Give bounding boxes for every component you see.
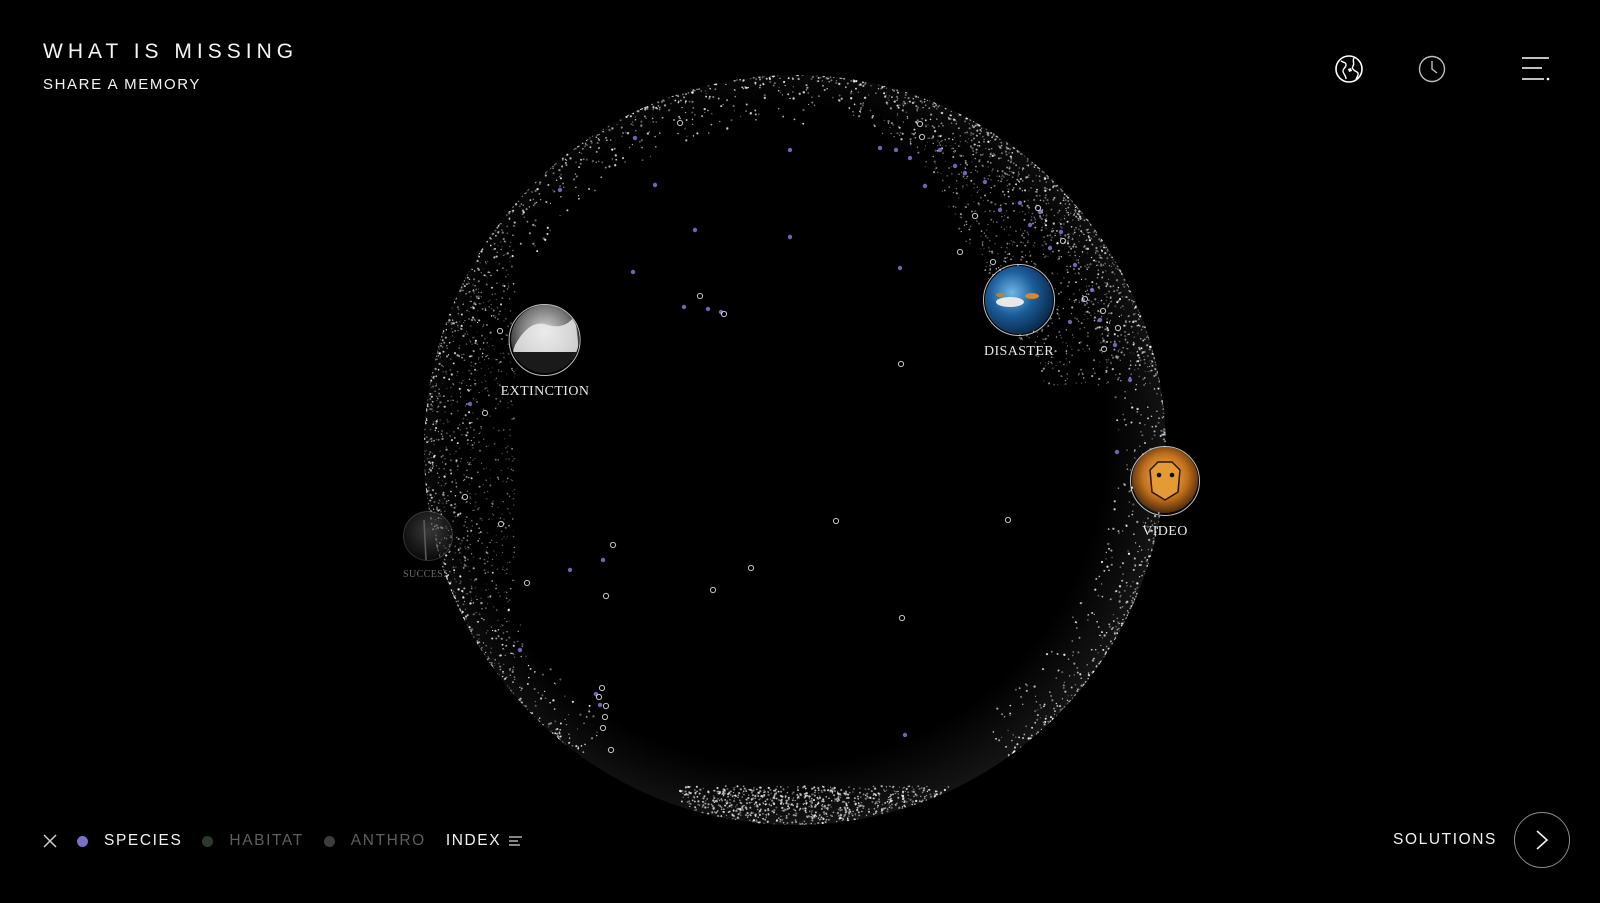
next-button[interactable] xyxy=(1514,812,1570,868)
filter-label: ANTHRO xyxy=(350,832,426,849)
filter-anthro[interactable]: ANTHRO xyxy=(323,832,426,850)
species-dot xyxy=(77,835,88,847)
hotspot-ring xyxy=(983,264,1055,336)
site-title[interactable]: WHAT IS MISSING xyxy=(43,40,299,63)
land-stipple xyxy=(424,75,1166,825)
filter-label: HABITAT xyxy=(229,832,304,849)
hotspot-disaster[interactable]: DISASTER xyxy=(983,264,1055,360)
globe-icon[interactable] xyxy=(1334,54,1364,89)
filter-species[interactable]: SPECIES xyxy=(77,832,182,850)
filter-bar: SPECIES HABITAT ANTHRO INDEX xyxy=(43,832,543,850)
chevron-right-icon xyxy=(1536,830,1549,850)
share-memory-link[interactable]: SHARE A MEMORY xyxy=(43,76,201,93)
hotspot-ring xyxy=(403,511,453,561)
filter-habitat[interactable]: HABITAT xyxy=(202,832,303,850)
clock-icon[interactable] xyxy=(1418,55,1446,88)
habitat-dot xyxy=(202,835,214,847)
filter-label: SPECIES xyxy=(104,832,183,849)
solutions-nav: SOLUTIONS xyxy=(1393,812,1570,868)
index-button[interactable]: INDEX xyxy=(446,832,523,850)
hotspot-label: VIDEO xyxy=(1142,524,1188,539)
solutions-label[interactable]: SOLUTIONS xyxy=(1393,831,1497,848)
hotspot-ring xyxy=(508,304,581,376)
hotspot-label: EXTINCTION xyxy=(500,384,590,399)
hotspot-label: DISASTER xyxy=(983,344,1055,359)
hotspot-label: SUCCESS xyxy=(403,569,447,580)
index-label: INDEX xyxy=(445,832,502,849)
hotspot-video[interactable]: VIDEO xyxy=(1130,446,1200,540)
close-icon[interactable] xyxy=(43,834,57,848)
hotspot-extinction[interactable]: EXTINCTION xyxy=(501,304,590,400)
data-markers xyxy=(461,119,1133,754)
hotspot-success[interactable]: SUCCESS xyxy=(403,511,453,580)
globe-ocean xyxy=(424,75,1166,825)
brand: WHAT IS MISSING SHARE A MEMORY xyxy=(43,40,298,93)
list-icon xyxy=(509,836,523,846)
anthro-dot xyxy=(323,835,335,847)
hotspot-ring xyxy=(1130,446,1200,516)
menu-icon[interactable] xyxy=(1520,55,1550,88)
